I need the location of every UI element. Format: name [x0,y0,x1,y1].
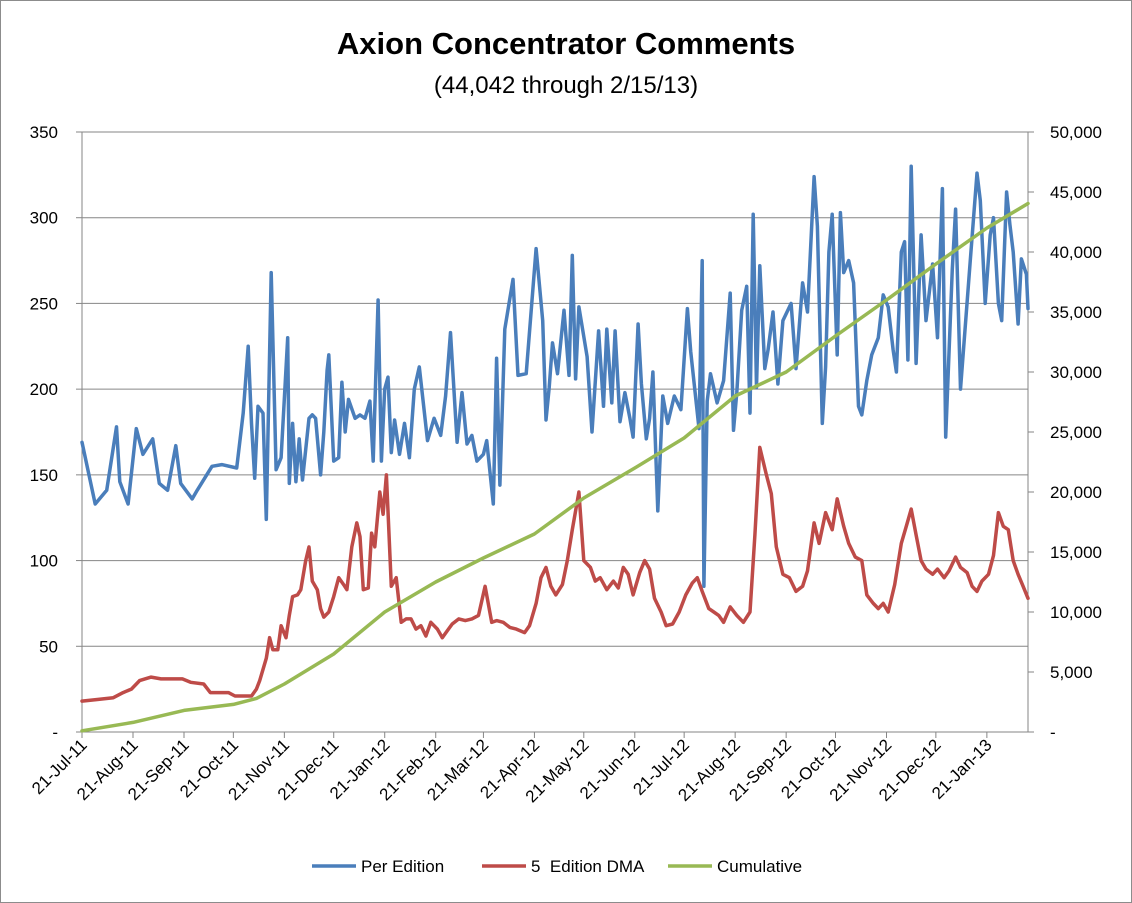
chart-subtitle: (44,042 through 2/15/13) [433,72,699,99]
y-left-tick-label: 50 [39,637,58,656]
y-right-tick-label: 45,000 [1050,183,1102,202]
y-left-tick-label: - [52,723,58,742]
legend-label-3: Cumulative [717,857,802,876]
y-right-tick-label: 10,000 [1050,603,1102,622]
y-right-tick-label: 50,000 [1050,123,1102,142]
y-right-tick-label: - [1050,723,1056,742]
y-left-tick-label: 100 [30,552,58,571]
legend-label-1: Per Edition [361,857,444,876]
y-right-tick-label: 25,000 [1050,423,1102,442]
series-lines [80,164,1030,733]
y-right-tick-label: 35,000 [1050,303,1102,322]
y-left-tick-label: 300 [30,209,58,228]
series-line-3 [80,201,1030,733]
legend-label-2: 5 Edition DMA [531,857,645,876]
y-right-tick-label: 15,000 [1050,543,1102,562]
series-line-2 [80,445,1030,703]
y-left-tick-label: 200 [30,380,58,399]
y-right-tick-label: 20,000 [1050,483,1102,502]
y-left-tick-label: 250 [30,294,58,313]
series-line-1 [80,164,1030,589]
y-right-tick-label: 40,000 [1050,243,1102,262]
y-left-tick-label: 150 [30,466,58,485]
legend: Per Edition 5 Edition DMA Cumulative [312,857,802,876]
y-right-tick-label: 5,000 [1050,663,1093,682]
gridlines [82,131,1028,733]
chart-title: Axion Concentrator Comments [336,26,796,61]
y-right-tick-label: 30,000 [1050,363,1102,382]
y-left-tick-label: 350 [30,123,58,142]
